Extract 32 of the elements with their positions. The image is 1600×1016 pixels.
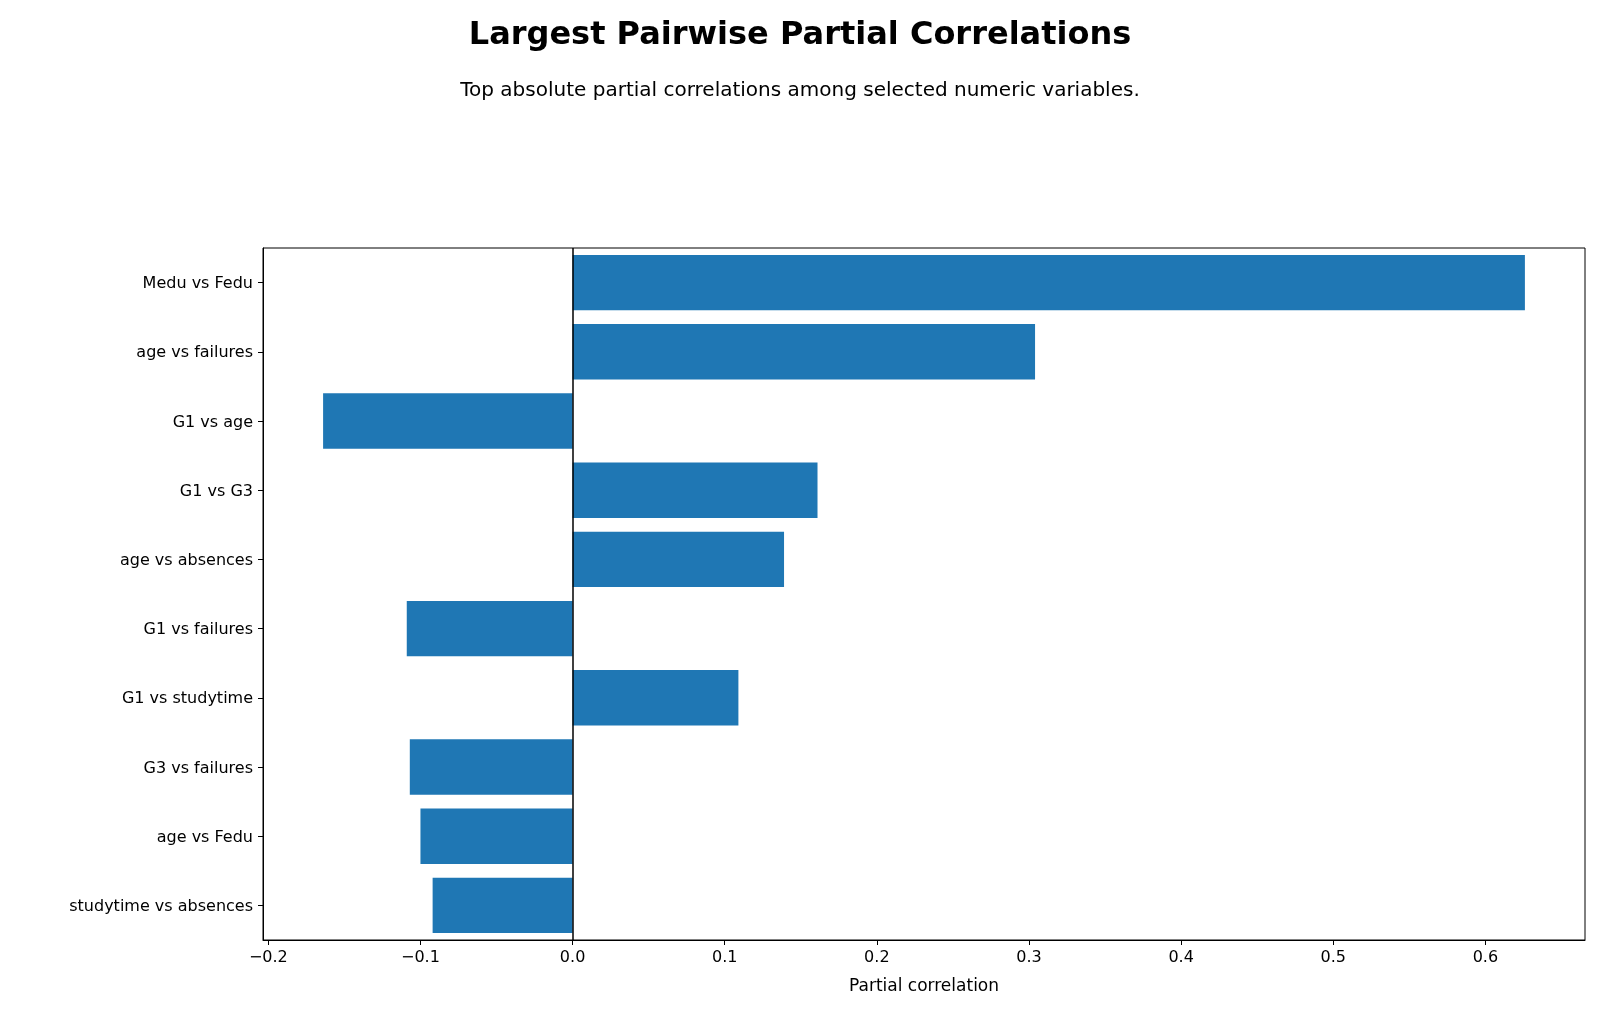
bar [432,877,573,934]
bar [406,600,573,657]
y-tick-label: age vs Fedu [156,826,253,846]
x-axis-title: Partial correlation [848,974,1000,995]
x-tick-label: 0.6 [1472,946,1499,966]
bar [409,739,573,795]
chart-subtitle: Top absolute partial correlations among selected numeric variables. [459,77,1140,101]
bar [572,670,739,726]
x-tick-label: 0.0 [559,946,586,966]
y-tick-label: studytime vs absences [69,895,253,915]
y-tick-label: Medu vs Fedu [142,273,253,293]
x-tick-label: 0.4 [1168,946,1194,966]
y-tick-label: G1 vs failures [143,619,253,639]
x-tick-label: 0.5 [1320,946,1346,966]
x-tick-label: 0.2 [864,946,890,966]
x-tick-label: −0.2 [248,946,288,966]
y-tick-label: age vs absences [119,549,253,569]
y-tick-label: G1 vs G3 [179,480,253,500]
bar [572,254,1525,311]
bar [323,393,573,449]
chart-title: Largest Pairwise Partial Correlations [468,14,1132,52]
y-tick-label: age vs failures [136,342,253,362]
bar [572,324,1036,380]
bar [572,531,785,588]
y-tick-label: G3 vs failures [143,757,253,777]
bar [572,462,818,518]
x-tick-label: 0.3 [1016,946,1042,966]
x-tick-label: −0.1 [401,946,440,966]
y-tick-label: G1 vs age [172,411,253,431]
y-tick-label: G1 vs studytime [121,688,253,708]
bar [420,808,573,864]
x-tick-label: 0.1 [711,946,738,966]
